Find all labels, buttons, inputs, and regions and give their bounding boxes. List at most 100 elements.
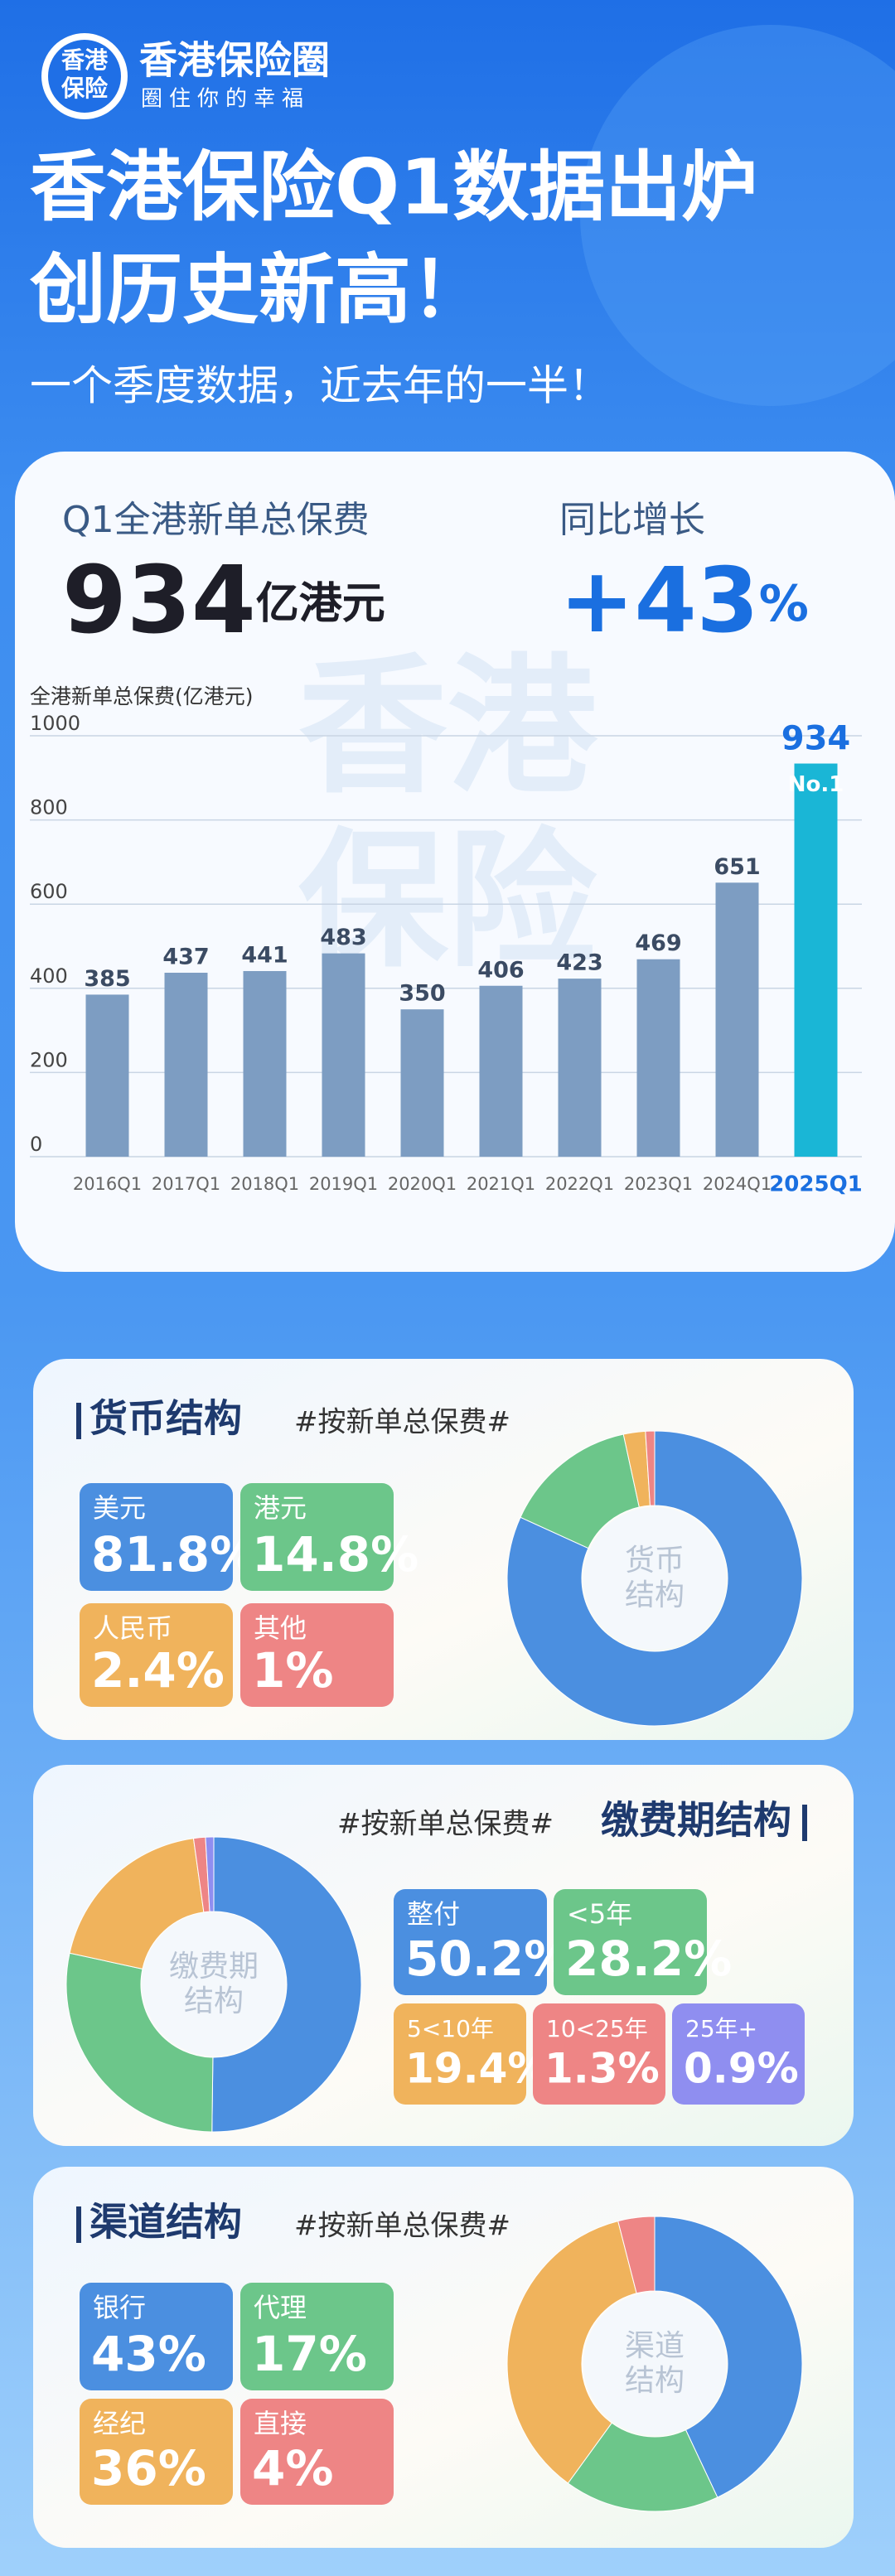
bar	[400, 1009, 444, 1157]
legend-tile	[533, 2003, 665, 2105]
value-label: 423	[556, 950, 602, 976]
x-tick-label: 2022Q1	[545, 1174, 614, 1194]
value-label: 469	[635, 930, 681, 956]
donut-center-label: 结构	[625, 1578, 685, 1612]
donut-hole	[583, 2293, 726, 2435]
stat-value: +43%	[559, 549, 809, 653]
legend-value: 2.4%	[91, 1642, 225, 1699]
legend-value: 28.2%	[565, 1931, 732, 1987]
donut-segment	[69, 1838, 205, 1969]
legend-tile	[80, 2399, 233, 2505]
legend-value: 81.8%	[91, 1526, 258, 1583]
value-label: 651	[714, 854, 760, 880]
watermark: 香港	[298, 640, 598, 814]
legend-label: <5年	[567, 1898, 632, 1930]
annotation: No.1	[788, 772, 844, 797]
y-tick-label: 800	[30, 796, 68, 819]
legend-label: 港元	[254, 1492, 307, 1524]
y-tick-label: 200	[30, 1048, 68, 1071]
legend-tile	[80, 2283, 233, 2390]
card-title: 渠道结构	[90, 2200, 242, 2245]
value-label: 350	[399, 981, 445, 1007]
donut-center-label: 缴费期	[169, 1950, 259, 1984]
y-tick-label: 600	[30, 880, 68, 903]
stat-value: 934亿港元	[62, 547, 385, 655]
bar	[715, 882, 759, 1157]
title-bar	[76, 2206, 81, 2243]
legend-value: 19.4%	[405, 2045, 549, 2093]
bar	[243, 970, 287, 1157]
logo-name: 香港保险圈	[139, 38, 330, 83]
legend-label: 代理	[254, 2292, 307, 2323]
logo-badge-text: 香港	[61, 46, 109, 74]
x-tick-label: 2016Q1	[73, 1174, 142, 1194]
y-tick-label: 0	[30, 1133, 42, 1156]
legend-tile	[240, 1483, 394, 1591]
card-title: 货币结构	[90, 1396, 242, 1441]
x-tick-label: 2019Q1	[309, 1174, 378, 1194]
donut-segment	[205, 1836, 215, 1912]
donut-segment	[645, 1430, 656, 1506]
title: 香港保险Q1数据出炉	[30, 143, 757, 231]
x-tick-label: 2024Q1	[703, 1174, 772, 1194]
legend-label: 直接	[254, 2408, 307, 2439]
stat-label: 同比增长	[559, 499, 705, 541]
legend-value: 1.3%	[544, 2045, 660, 2093]
donut-center-label: 结构	[184, 1984, 244, 2018]
value-label: 483	[320, 925, 366, 950]
bar	[322, 953, 365, 1157]
value-label: 437	[162, 945, 209, 970]
card-title: 缴费期结构	[601, 1798, 791, 1843]
bar	[479, 985, 523, 1157]
legend-label: 美元	[93, 1492, 146, 1524]
legend-label: 其他	[254, 1612, 307, 1644]
donut-segment	[65, 1952, 214, 2133]
legend-value: 17%	[252, 2326, 367, 2382]
x-tick-label: 2018Q1	[230, 1174, 299, 1194]
legend-tile	[240, 2283, 394, 2390]
legend-label: 经纪	[93, 2408, 146, 2439]
value-label: 385	[84, 966, 130, 992]
stat-label: Q1全港新单总保费	[62, 499, 370, 541]
legend-label: 5<10年	[407, 2015, 494, 2042]
donut-hole	[143, 1913, 285, 2056]
bar	[85, 994, 129, 1157]
legend-value: 14.8%	[252, 1526, 418, 1583]
y-tick-label: 1000	[30, 712, 80, 735]
title-bar	[76, 1403, 81, 1439]
legend-tile	[80, 1603, 233, 1707]
card-subtitle: #按新单总保费#	[337, 1808, 554, 1841]
card-subtitle: #按新单总保费#	[294, 1406, 510, 1439]
legend-value: 36%	[91, 2440, 206, 2496]
bar	[636, 959, 680, 1157]
legend-label: 整付	[407, 1898, 460, 1930]
stat-number: +43	[559, 549, 759, 653]
legend-tile	[394, 2003, 526, 2105]
logo-badge-text: 保险	[61, 75, 109, 102]
legend-tile	[672, 2003, 805, 2105]
decor-circle	[580, 25, 895, 406]
legend-value: 0.9%	[684, 2045, 799, 2093]
value-label: 406	[477, 957, 524, 983]
donut-center-label: 货币	[625, 1544, 685, 1578]
bar	[164, 973, 208, 1157]
stat-unit: %	[759, 575, 809, 633]
logo-slogan: 圈住你的幸福	[141, 87, 310, 112]
donut-segment	[211, 1836, 362, 2133]
x-tick-label: 2017Q1	[152, 1174, 220, 1194]
legend-tile	[80, 1483, 233, 1591]
legend-tile	[240, 2399, 394, 2505]
legend-value: 4%	[252, 2440, 333, 2496]
legend-label: 10<25年	[546, 2015, 648, 2042]
legend-value: 50.2%	[405, 1931, 572, 1987]
donut-center-label: 结构	[625, 2364, 685, 2398]
stat-number: 934	[62, 547, 256, 655]
bar	[558, 979, 602, 1157]
legend-label: 银行	[93, 2292, 146, 2323]
x-tick-label: 2021Q1	[467, 1174, 535, 1194]
card-subtitle: #按新单总保费#	[294, 2210, 510, 2243]
